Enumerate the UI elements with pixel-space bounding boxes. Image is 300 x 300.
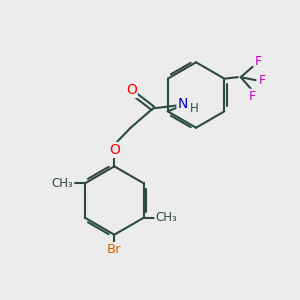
Text: H: H [190, 103, 199, 116]
Text: F: F [255, 55, 262, 68]
Text: CH₃: CH₃ [52, 177, 73, 190]
Text: O: O [109, 143, 120, 157]
Text: CH₃: CH₃ [155, 211, 177, 224]
Text: Br: Br [107, 243, 122, 256]
Text: F: F [259, 74, 266, 87]
Text: F: F [249, 90, 256, 103]
Text: O: O [126, 83, 137, 97]
Text: N: N [178, 97, 188, 111]
